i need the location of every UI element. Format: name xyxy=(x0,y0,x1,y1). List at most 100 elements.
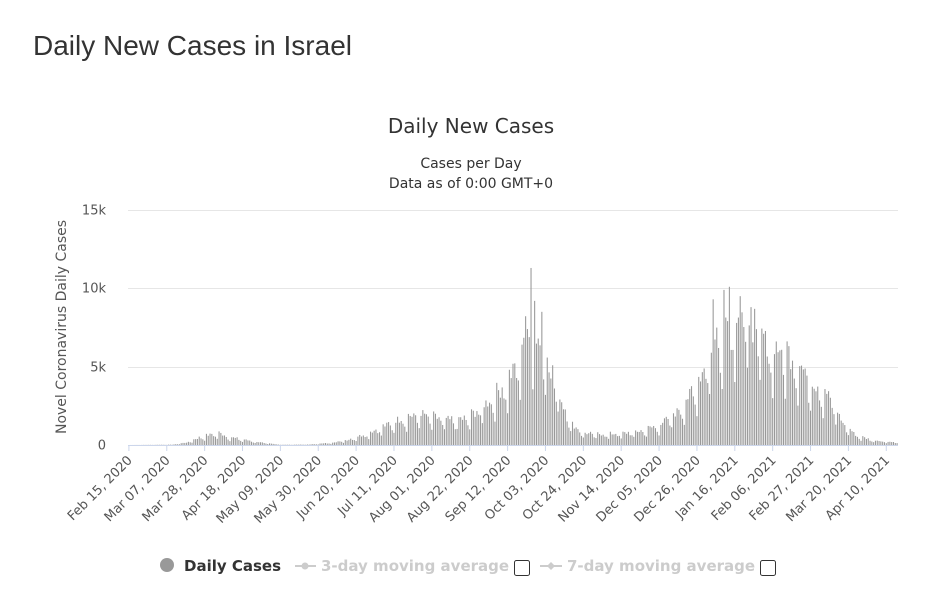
daily-cases-bar xyxy=(822,418,824,445)
daily-cases-bar xyxy=(222,435,224,445)
daily-cases-bar xyxy=(317,444,319,445)
daily-cases-bar xyxy=(635,430,637,445)
7-day-average-checkbox[interactable] xyxy=(760,560,776,576)
daily-cases-bar xyxy=(752,342,754,445)
daily-cases-bar xyxy=(824,389,826,445)
daily-cases-bar xyxy=(537,338,539,445)
daily-cases-bar xyxy=(454,429,456,445)
daily-cases-bar xyxy=(896,443,898,445)
daily-cases-bar xyxy=(644,435,646,445)
daily-cases-bar xyxy=(869,440,871,445)
daily-cases-bar xyxy=(786,341,788,445)
daily-cases-bar xyxy=(570,431,572,445)
daily-cases-bar xyxy=(196,439,198,445)
daily-cases-bar xyxy=(187,441,189,445)
daily-cases-bar xyxy=(654,428,656,445)
daily-cases-bar xyxy=(335,442,337,445)
daily-cases-bar xyxy=(243,439,245,445)
daily-cases-bar xyxy=(891,442,893,445)
daily-cases-bar xyxy=(620,438,622,445)
daily-cases-bar xyxy=(241,441,244,445)
daily-cases-bar xyxy=(218,431,220,445)
daily-cases-bar xyxy=(700,381,702,445)
daily-cases-bar xyxy=(296,444,298,446)
legend-item-3-day-average[interactable]: 3-day moving average xyxy=(295,557,509,575)
daily-cases-bar xyxy=(180,443,182,445)
daily-cases-bar xyxy=(692,396,694,445)
daily-cases-bar xyxy=(764,330,766,445)
daily-cases-bar xyxy=(391,430,393,445)
daily-cases-bar xyxy=(451,416,453,445)
daily-cases-bar xyxy=(552,365,554,445)
daily-cases-bar xyxy=(867,438,869,445)
daily-cases-bar xyxy=(710,352,712,445)
daily-cases-bar xyxy=(409,415,411,445)
daily-cases-bar xyxy=(514,363,516,445)
daily-cases-bar xyxy=(452,423,455,445)
daily-cases-bar xyxy=(775,341,777,445)
daily-cases-bar xyxy=(773,354,776,445)
daily-cases-bar xyxy=(681,418,684,445)
gridlines xyxy=(128,210,898,368)
daily-cases-bar xyxy=(766,356,768,445)
daily-cases-bar xyxy=(341,441,343,445)
y-tick-label: 0 xyxy=(98,439,106,454)
daily-cases-bar xyxy=(209,433,211,445)
daily-cases-bar xyxy=(306,444,308,445)
3-day-average-checkbox[interactable] xyxy=(514,560,530,576)
daily-cases-bar xyxy=(757,356,759,445)
daily-cases-bar xyxy=(330,443,332,445)
daily-cases-bar xyxy=(503,398,505,445)
daily-cases-bar xyxy=(653,425,655,445)
daily-cases-bar xyxy=(856,436,858,445)
daily-cases-bar xyxy=(380,435,382,445)
daily-cases-bar xyxy=(342,442,345,445)
daily-cases-bar xyxy=(364,437,366,445)
daily-cases-bar xyxy=(211,433,213,445)
daily-cases-bar xyxy=(887,441,889,445)
daily-cases-bar xyxy=(746,367,748,445)
daily-cases-bar xyxy=(400,421,402,445)
daily-cases-bar xyxy=(223,435,226,445)
daily-cases-bar xyxy=(308,444,310,446)
daily-cases-bar xyxy=(595,438,597,445)
daily-cases-bar xyxy=(714,339,716,445)
daily-cases-bar xyxy=(346,440,348,445)
daily-cases-bar xyxy=(577,429,579,445)
daily-cases-bar xyxy=(680,414,682,445)
daily-cases-bar xyxy=(660,424,662,445)
daily-cases-bar xyxy=(880,441,882,445)
legend-item-7-day-average[interactable]: 7-day moving average xyxy=(540,557,755,575)
daily-cases-bar xyxy=(759,379,761,445)
daily-cases-bar xyxy=(672,413,675,445)
legend: Daily Cases 3-day moving average 7-day m… xyxy=(160,557,776,576)
daily-cases-bar xyxy=(496,382,498,445)
legend-label-daily-cases: Daily Cases xyxy=(184,557,281,575)
daily-cases-bar xyxy=(649,426,651,445)
daily-cases-bar xyxy=(481,423,483,445)
daily-cases-bar xyxy=(743,327,745,445)
daily-cases-bar xyxy=(260,442,262,445)
daily-cases-bar xyxy=(272,443,274,445)
legend-item-daily-cases[interactable]: Daily Cases xyxy=(160,557,281,575)
daily-cases-bar xyxy=(521,344,523,445)
daily-cases-bar xyxy=(828,391,830,445)
daily-cases-bar xyxy=(750,307,752,445)
daily-cases-bar xyxy=(568,427,570,445)
daily-cases-bar xyxy=(525,316,527,445)
chart-title: Daily New Cases xyxy=(388,114,554,138)
daily-cases-bar xyxy=(288,444,290,446)
daily-cases-bar xyxy=(407,413,409,445)
daily-cases-bar xyxy=(550,378,552,445)
daily-cases-bar xyxy=(301,444,303,446)
daily-cases-bar xyxy=(709,393,711,445)
daily-cases-bar xyxy=(837,412,839,445)
daily-cases-legend-marker xyxy=(160,558,174,572)
daily-cases-bar xyxy=(864,437,866,445)
daily-cases-bar xyxy=(278,444,280,446)
daily-cases-bar xyxy=(770,372,772,445)
daily-cases-bar xyxy=(629,435,631,445)
daily-cases-bar xyxy=(761,328,763,445)
daily-cases-bar xyxy=(411,416,413,445)
daily-cases-bar xyxy=(236,437,238,445)
